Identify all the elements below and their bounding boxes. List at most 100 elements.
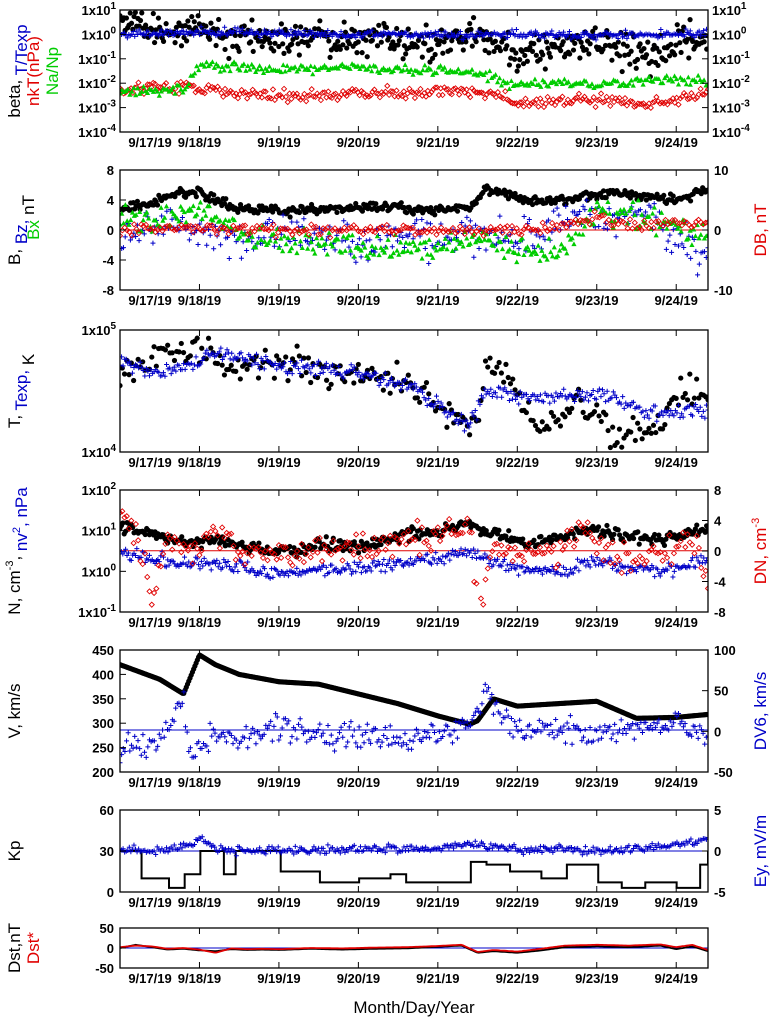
data-point: [502, 30, 508, 36]
data-point: [556, 394, 562, 400]
x-tick-label: 9/21/19: [416, 615, 459, 630]
data-point: [182, 554, 188, 560]
data-point: [176, 349, 182, 355]
data-point: [301, 90, 308, 98]
data-point: [383, 24, 390, 31]
data-point: [634, 75, 640, 81]
data-point: [548, 568, 554, 574]
data-point: [656, 34, 662, 40]
data-point: [602, 42, 609, 49]
data-point: [141, 231, 147, 237]
data-point: [314, 361, 320, 367]
data-point: [621, 405, 627, 411]
data-point: [462, 546, 468, 552]
data-point: [664, 567, 670, 573]
data-point: [394, 359, 400, 365]
data-point: [622, 564, 628, 570]
data-point: [687, 28, 693, 34]
data-point: [555, 34, 561, 40]
data-point: [564, 527, 571, 534]
data-point: [464, 214, 470, 220]
data-point: [535, 103, 542, 110]
x-tick-label: 9/18/19: [178, 455, 221, 470]
data-point: [691, 550, 698, 557]
data-point: [349, 232, 355, 238]
data-point: [654, 566, 660, 572]
data-point: [235, 25, 241, 31]
data-point: [478, 30, 484, 36]
data-point: [370, 373, 376, 379]
data-point: [560, 220, 568, 227]
data-point: [182, 366, 188, 372]
data-point: [464, 515, 471, 522]
data-point: [508, 222, 516, 230]
data-point: [186, 237, 192, 243]
y-axis-label: beta, T/Texp: [5, 24, 31, 117]
data-point: [276, 245, 282, 250]
data-point: [458, 411, 464, 417]
data-point: [653, 232, 659, 238]
data-point: [244, 248, 250, 254]
data-point: [628, 48, 634, 54]
data-point: [360, 33, 366, 39]
data-point: [500, 551, 507, 559]
data-point: [187, 222, 194, 230]
data-point: [449, 248, 456, 254]
data-point: [614, 553, 621, 560]
data-point: [203, 59, 210, 65]
data-point: [364, 227, 372, 234]
data-point: [147, 226, 154, 233]
data-point: [429, 561, 435, 567]
data-point: [225, 558, 231, 564]
data-point: [591, 208, 598, 215]
data-point: [542, 100, 549, 107]
data-point: [672, 242, 678, 248]
data-point: [628, 429, 634, 435]
data-point: [426, 237, 432, 242]
y-axis-label-part: T/Texp: [12, 24, 31, 75]
data-point: [602, 544, 609, 551]
data-point: [457, 417, 463, 423]
data-point: [618, 30, 624, 36]
data-point: [395, 42, 401, 48]
data-point: [566, 538, 573, 545]
data-point: [546, 235, 552, 241]
y-tick-label-right: 0: [714, 223, 721, 238]
data-point: [254, 351, 260, 357]
data-point: [523, 546, 530, 554]
data-point: [607, 559, 614, 567]
data-point: [498, 82, 505, 88]
data-point: [643, 52, 650, 58]
data-point: [485, 228, 492, 235]
data-point: [527, 44, 533, 51]
data-point: [327, 234, 334, 241]
data-point: [305, 231, 313, 238]
data-point: [277, 225, 284, 232]
data-point: [639, 555, 646, 562]
data-point: [398, 388, 405, 394]
data-point: [135, 356, 141, 362]
data-point: [317, 230, 324, 238]
data-point: [693, 79, 699, 84]
data-point: [243, 567, 249, 573]
data-point: [435, 227, 442, 234]
data-point: [705, 555, 708, 561]
data-point: [212, 561, 218, 567]
data-point: [282, 68, 288, 74]
data-point: [493, 72, 499, 77]
data-point: [409, 224, 416, 231]
data-point: [681, 24, 687, 30]
data-point: [624, 225, 631, 232]
data-point: [536, 397, 542, 403]
data-point: [272, 28, 278, 34]
data-point: [410, 71, 416, 77]
data-point: [675, 543, 682, 550]
data-point: [584, 217, 591, 224]
data-point: [240, 90, 247, 97]
data-point: [263, 353, 269, 359]
data-point: [559, 546, 566, 554]
data-point: [186, 559, 192, 565]
data-point: [433, 231, 440, 238]
data-point: [169, 546, 176, 553]
data-point: [650, 543, 657, 550]
